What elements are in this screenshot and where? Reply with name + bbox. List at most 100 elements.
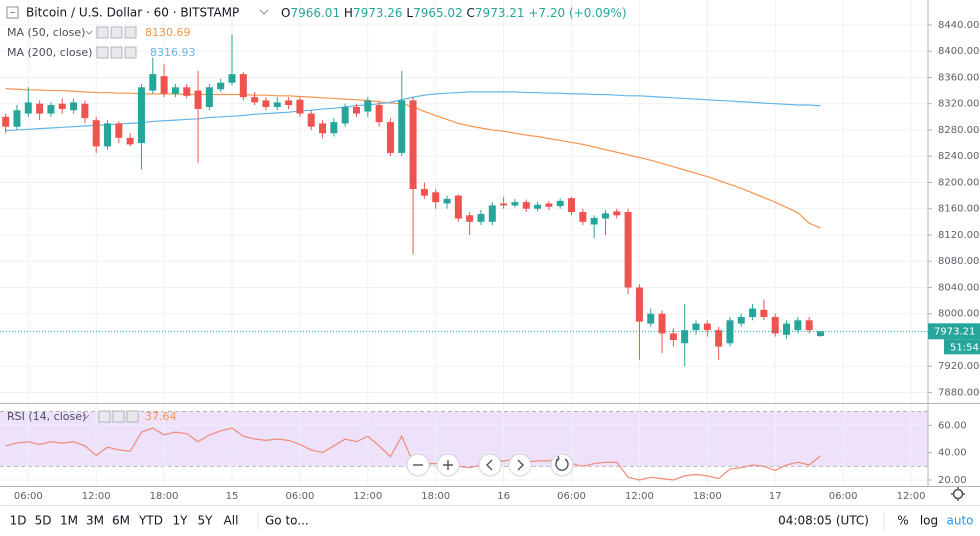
collapse-icon[interactable] <box>6 6 19 19</box>
range-button[interactable]: 6M <box>112 514 130 528</box>
y-tick-label: 8120.00 <box>938 230 979 241</box>
y-tick-label: 8400.00 <box>938 46 979 57</box>
candle-body <box>137 87 145 144</box>
range-button[interactable]: 1Y <box>173 514 189 528</box>
candle-body <box>432 192 440 203</box>
remove-button[interactable] <box>124 46 137 59</box>
scroll-right-button[interactable] <box>508 453 532 477</box>
eye-button[interactable] <box>98 410 111 423</box>
y-tick-label: 7920.00 <box>938 361 979 372</box>
last-price-box <box>928 323 980 340</box>
x-tick-label: 06:00 <box>557 491 586 502</box>
legend-label: MA (50, close) <box>7 26 85 39</box>
log-button[interactable]: log <box>920 514 938 528</box>
candle-body <box>217 82 225 90</box>
candle-body <box>352 106 360 114</box>
remove-button[interactable] <box>126 410 139 423</box>
candle-body <box>488 205 496 222</box>
ohlc-prefix: O <box>281 6 290 20</box>
candle-body <box>760 309 768 318</box>
ohlc-value: 7973.26 <box>353 6 403 20</box>
settings-button[interactable] <box>110 26 123 39</box>
eye-button[interactable] <box>96 26 109 39</box>
dropdown-icon[interactable] <box>85 30 93 35</box>
dropdown-icon[interactable] <box>82 414 90 419</box>
remove-button[interactable] <box>124 26 137 39</box>
candle-body <box>228 74 236 83</box>
candle-body <box>194 90 202 109</box>
candle-body <box>556 200 564 207</box>
change-label: +7.20 (+0.09%) <box>528 6 626 20</box>
range-button[interactable]: YTD <box>138 514 163 528</box>
candle-body <box>58 103 66 109</box>
candle-body <box>364 100 372 112</box>
x-tick-label: 18:00 <box>421 491 450 502</box>
candle-body <box>601 213 609 219</box>
settings-button[interactable] <box>112 410 125 423</box>
x-tick-label: 12:00 <box>82 491 111 502</box>
legend-label: RSI (14, close) <box>7 410 86 423</box>
countdown-label: 51:54 <box>950 342 979 353</box>
ohlc-prefix: H <box>344 6 353 20</box>
candle-body <box>715 330 723 347</box>
range-button[interactable]: 1D <box>10 514 27 528</box>
plus-glyph <box>443 460 453 470</box>
candle-body <box>251 97 259 103</box>
candle-body <box>375 105 383 123</box>
x-tick-label: 12:00 <box>897 491 926 502</box>
rsi-band <box>0 411 928 467</box>
y-tick-label: 8160.00 <box>938 204 979 215</box>
legend-label: MA (200, close) <box>7 46 92 59</box>
auto-button[interactable]: auto <box>946 514 973 528</box>
candle-body <box>2 116 10 127</box>
legend-value: 8130.69 <box>145 26 191 39</box>
candle-body <box>409 100 417 190</box>
x-tick-label: 15 <box>226 491 239 502</box>
candle-body <box>160 76 168 94</box>
y-tick-label: 8320.00 <box>938 99 979 110</box>
range-button[interactable]: 5D <box>35 514 52 528</box>
scroll-left-button[interactable] <box>478 453 502 477</box>
nav-glyphs <box>413 455 569 471</box>
candle-body <box>681 330 689 344</box>
candle-body <box>568 198 576 213</box>
candle-body <box>579 212 587 222</box>
candle-body <box>183 87 191 96</box>
candle-body <box>319 123 327 134</box>
range-button[interactable]: 3M <box>86 514 104 528</box>
candle-body <box>92 120 100 147</box>
candle-body <box>13 110 21 127</box>
candle-body <box>635 287 643 322</box>
range-button[interactable]: 5Y <box>198 514 214 528</box>
last-price-label: 7973.21 <box>934 326 975 337</box>
candle-body <box>737 317 745 324</box>
goto-button[interactable]: Go to... <box>265 514 309 528</box>
candle-body <box>771 317 779 334</box>
y-tick-label: 8000.00 <box>938 309 979 320</box>
eye-button[interactable] <box>96 46 109 59</box>
candle-body <box>477 213 485 222</box>
candle-body <box>624 212 632 288</box>
candle-body <box>613 211 621 216</box>
candle-body <box>500 203 508 206</box>
candle-body <box>545 203 553 207</box>
candle-body <box>816 331 824 337</box>
range-button[interactable]: All <box>224 514 239 528</box>
reset-button[interactable] <box>550 453 574 477</box>
candle-body <box>805 320 813 331</box>
y-tick-label: 7880.00 <box>938 387 979 398</box>
dropdown-icon[interactable] <box>259 9 269 15</box>
symbol-title: Bitcoin / U.S. Dollar · 60 · BITSTAMP <box>26 6 239 20</box>
candle-body <box>647 313 655 324</box>
settings-button[interactable] <box>110 46 123 59</box>
x-tick-label: 18:00 <box>693 491 722 502</box>
x-tick-label: 16 <box>497 491 510 502</box>
candle-body <box>273 102 281 107</box>
range-button[interactable]: 1M <box>60 514 78 528</box>
y-tick-label: 60.00 <box>938 420 967 431</box>
percent-button[interactable]: % <box>897 514 908 528</box>
candle-body <box>466 215 474 222</box>
candle-body <box>285 100 293 106</box>
candle-body <box>386 122 394 153</box>
